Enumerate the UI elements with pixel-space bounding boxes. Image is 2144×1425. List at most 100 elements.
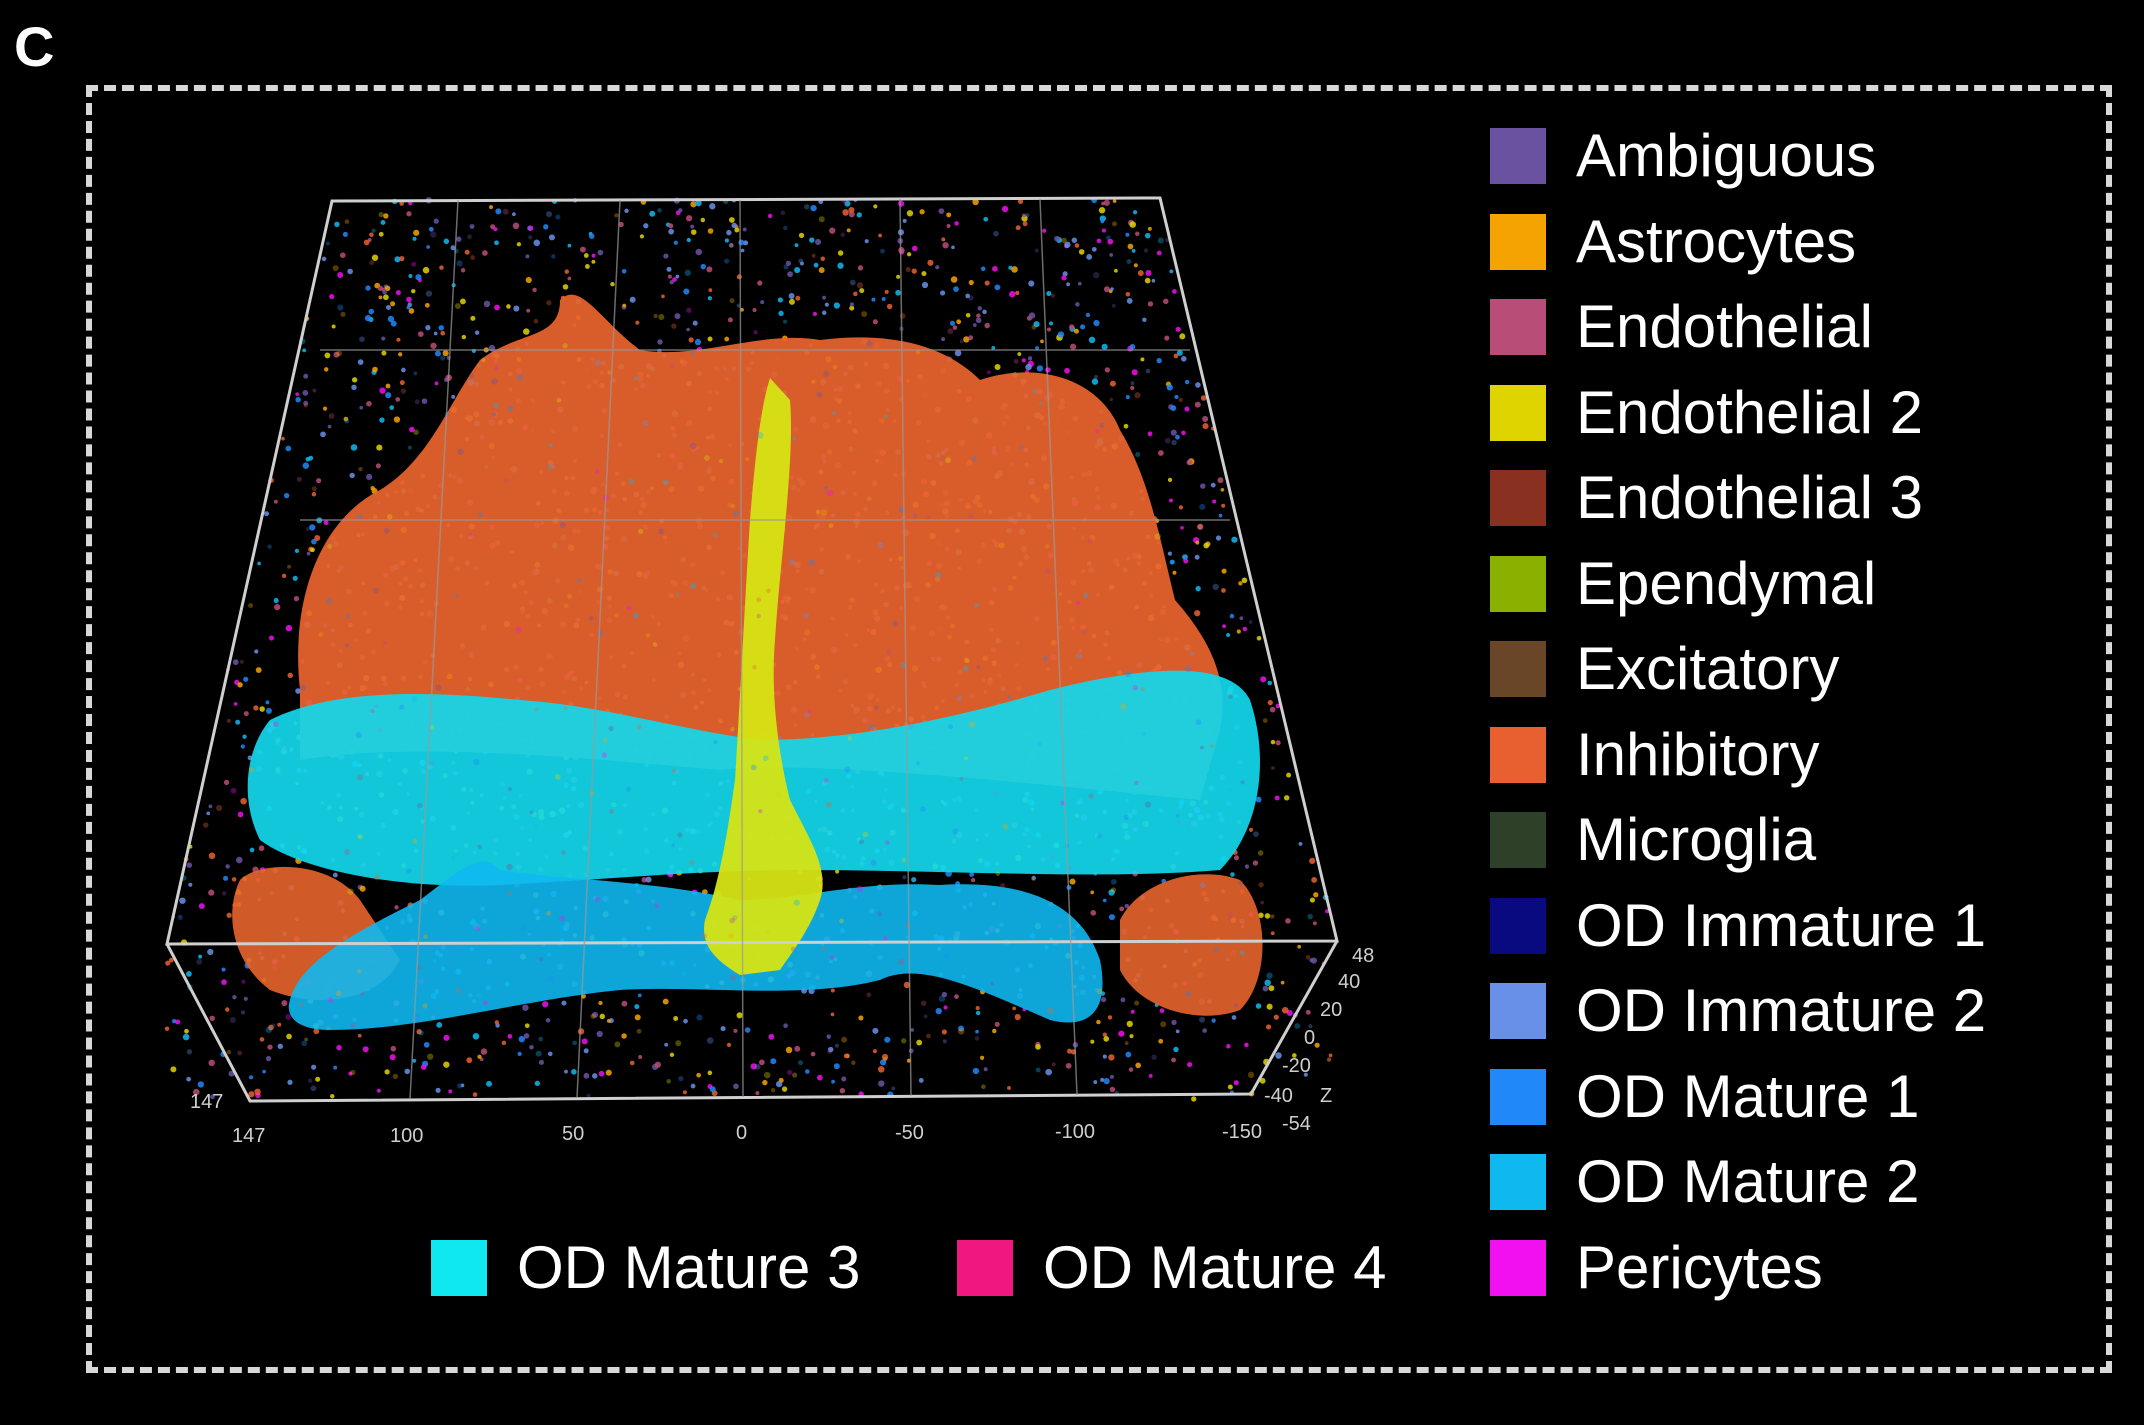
scatter-point xyxy=(935,265,940,270)
scatter-point xyxy=(820,509,828,516)
scatter-point xyxy=(1002,823,1009,830)
scatter-point xyxy=(386,513,393,520)
scatter-point xyxy=(597,249,604,256)
scatter-point xyxy=(879,459,886,465)
scatter-point xyxy=(1088,793,1094,799)
scatter-point xyxy=(1007,1086,1011,1090)
scatter-point xyxy=(1060,800,1065,806)
scatter-point xyxy=(326,241,331,246)
scatter-point xyxy=(972,1067,980,1075)
scatter-point xyxy=(357,969,362,974)
scatter-point xyxy=(625,786,631,792)
scatter-point xyxy=(1195,382,1201,388)
scatter-point xyxy=(1110,887,1117,893)
scatter-point xyxy=(686,307,692,314)
scatter-point xyxy=(760,300,765,305)
scatter-point xyxy=(1270,739,1276,745)
scatter-point xyxy=(1229,613,1235,619)
scatter-point xyxy=(330,1093,335,1099)
scatter-point xyxy=(1077,281,1082,286)
scatter-point xyxy=(386,305,391,310)
scatter-point xyxy=(209,1015,215,1022)
scatter-point xyxy=(345,614,351,619)
scatter-point xyxy=(470,315,476,321)
scatter-point xyxy=(1124,1041,1129,1046)
scatter-point xyxy=(1256,635,1262,641)
scatter-point xyxy=(373,704,378,709)
scatter-point xyxy=(311,492,317,497)
scatter-point xyxy=(1140,687,1145,692)
scatter-point xyxy=(881,297,886,301)
scatter-point xyxy=(1144,801,1152,808)
scatter-point xyxy=(1024,213,1030,218)
scatter-point xyxy=(1176,349,1183,356)
scatter-point xyxy=(383,527,390,534)
scatter-point xyxy=(255,667,262,674)
scatter-point xyxy=(756,613,762,619)
scatter-point xyxy=(415,274,422,281)
scatter-point xyxy=(686,237,691,243)
scatter-point xyxy=(399,380,405,386)
scatter-point xyxy=(328,413,335,419)
scatter-point xyxy=(726,1042,732,1048)
scatter-point xyxy=(766,588,771,594)
scatter-point xyxy=(359,405,364,410)
scatter-point xyxy=(230,787,237,794)
scatter-point xyxy=(285,747,289,751)
scatter-point xyxy=(981,1084,986,1090)
scatter-point xyxy=(1175,1029,1180,1034)
scatter-point xyxy=(324,367,329,372)
scatter-point xyxy=(804,204,810,210)
scatter-point xyxy=(1054,235,1060,242)
scatter-point xyxy=(232,994,237,1000)
scatter-point xyxy=(811,380,816,384)
scatter-point xyxy=(1158,1038,1164,1044)
scatter-point xyxy=(812,378,818,384)
scatter-point xyxy=(1061,237,1067,244)
scatter-point xyxy=(412,838,418,844)
scatter-point xyxy=(1085,312,1091,318)
scatter-point xyxy=(1203,542,1210,549)
scatter-point xyxy=(750,1063,757,1070)
scatter-point xyxy=(820,256,825,261)
scatter-point xyxy=(1151,1054,1157,1060)
legend-label: OD Immature 1 xyxy=(1576,891,1987,959)
scatter-point xyxy=(658,528,665,535)
legend-swatch xyxy=(1490,555,1546,612)
scatter-point xyxy=(1164,437,1171,444)
scatter-point xyxy=(976,313,981,318)
scatter-point xyxy=(736,1012,743,1019)
y-tick: 147 xyxy=(190,1091,223,1113)
scatter-point xyxy=(1103,199,1110,206)
scatter-point xyxy=(1055,416,1060,421)
scatter-point xyxy=(707,296,712,301)
scatter-point xyxy=(1217,477,1224,484)
scatter-point xyxy=(1103,1077,1110,1085)
scatter-point xyxy=(394,905,399,910)
scatter-point xyxy=(285,624,293,632)
scatter-point xyxy=(294,548,300,554)
scatter-point xyxy=(898,200,905,207)
scatter-point xyxy=(249,847,255,853)
scatter-point xyxy=(672,768,677,774)
scatter-point xyxy=(637,993,642,998)
scatter-point xyxy=(729,974,737,981)
scatter-point xyxy=(350,1023,356,1029)
scatter-point xyxy=(1258,882,1264,888)
scatter-point xyxy=(1231,1015,1237,1020)
scatter-point xyxy=(1275,740,1281,746)
legend-swatch xyxy=(1490,812,1546,868)
scatter-point xyxy=(507,892,512,897)
scatter-point xyxy=(649,486,654,491)
scatter-point xyxy=(740,248,745,253)
scatter-point xyxy=(824,302,829,307)
scatter-point xyxy=(1169,269,1174,274)
scatter-point xyxy=(515,626,522,633)
scatter-point xyxy=(475,926,481,932)
scatter-point xyxy=(259,706,265,712)
scatter-point xyxy=(790,946,796,952)
scatter-point xyxy=(690,1083,696,1089)
scatter-point xyxy=(901,1038,907,1044)
scatter-point xyxy=(1230,950,1238,957)
scatter-point xyxy=(390,301,396,307)
